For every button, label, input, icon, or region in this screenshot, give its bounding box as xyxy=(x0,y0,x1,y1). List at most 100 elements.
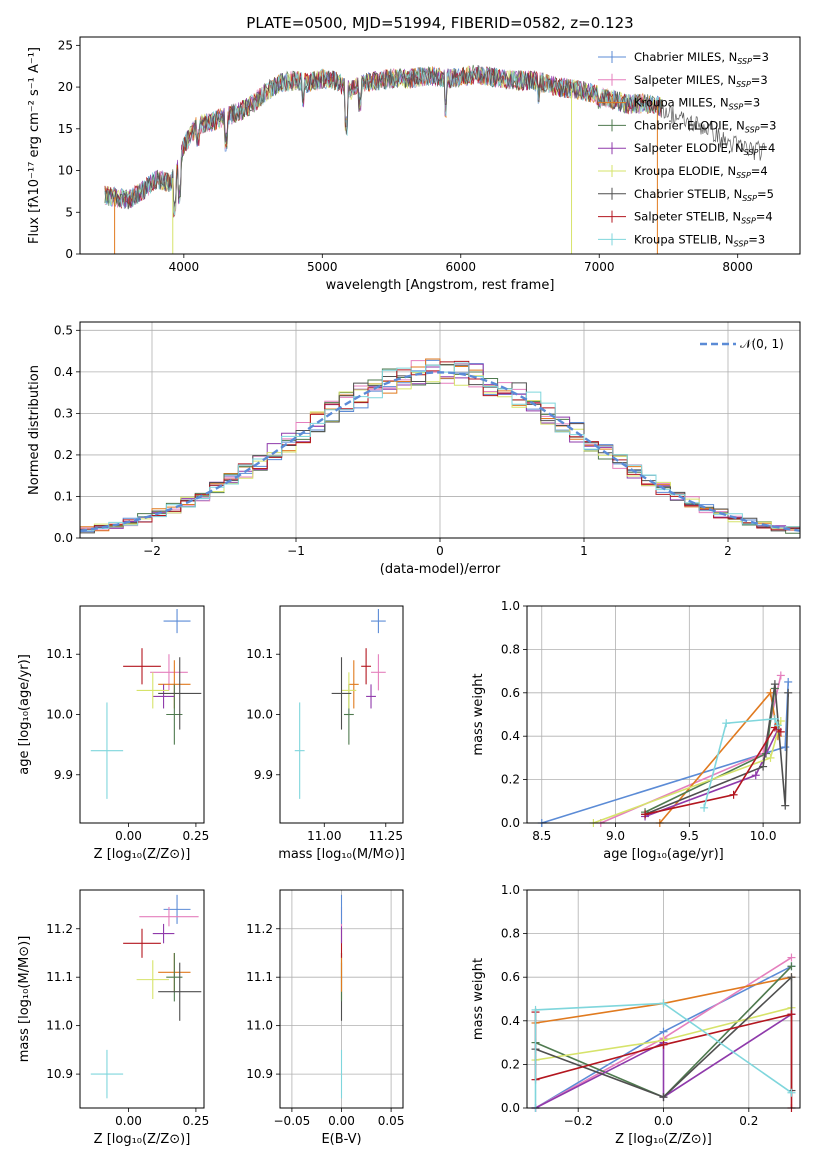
x-tick-label: 1 xyxy=(580,544,588,558)
y-tick-label: 0.3 xyxy=(54,406,73,420)
panel-spectrum: 4000 5000 6000 7000 8000 0 5 10 15 20 25 wavelength… xyxy=(27,36,801,293)
axes-frame xyxy=(79,36,801,255)
weight-line xyxy=(644,688,776,813)
errorbar-chabrier-stelib xyxy=(158,657,202,730)
y-tick-label: 0.2 xyxy=(54,448,73,462)
x-tick-label: 0.00 xyxy=(328,1114,355,1128)
weight-series-kroupa-stelib xyxy=(700,714,782,812)
errorbar-salpeter-stelib xyxy=(123,928,161,958)
x-axis-label: E(B-V) xyxy=(321,1132,361,1147)
errorbar-salpeter-stelib xyxy=(361,648,372,685)
errorbar-kroupa-elodie xyxy=(136,672,169,709)
figure-title: PLATE=0500, MJD=51994, FIBERID=0582, z=0… xyxy=(246,14,633,32)
y-tick-label: 9.9 xyxy=(54,768,73,782)
x-tick-label: 11.00 xyxy=(307,829,341,843)
x-axis-label: Z [log₁₀(Z/Z⊙)] xyxy=(94,1132,191,1147)
errorbar-kroupa-stelib xyxy=(294,702,305,799)
x-tick-label: 0.25 xyxy=(183,829,210,843)
y-tick-label: 0 xyxy=(65,247,73,261)
y-axis-label: Flux [fλ10⁻¹⁷ erg cm⁻² s⁻¹ A⁻¹] xyxy=(27,47,42,244)
y-axis-label: Normed distribution xyxy=(27,365,42,495)
errorbar-chabrier-miles xyxy=(371,609,386,634)
axes-frame xyxy=(279,605,404,824)
weight-line xyxy=(644,729,779,818)
y-tick-label: 10.1 xyxy=(46,647,73,661)
x-tick-label: 0.05 xyxy=(378,1114,405,1128)
weight-line xyxy=(644,726,782,816)
legend-entry-gaussian: 𝒩(0, 1) xyxy=(740,337,784,351)
x-tick-label: −0.2 xyxy=(564,1114,593,1128)
errorbar-kroupa-stelib xyxy=(90,702,124,799)
errorbar-chabrier-miles xyxy=(163,609,191,634)
spectrum-series-chabrier-stelib xyxy=(104,64,766,210)
axes-frame xyxy=(79,889,205,1109)
panel-residual-histogram: −2 −1 0 1 2 0.0 0.1 0.2 0.3 0.4 0.5 (data-model)/er… xyxy=(27,321,801,577)
weight-line xyxy=(703,717,779,809)
errorbar-kroupa-miles xyxy=(340,952,343,992)
y-tick-label: 11.0 xyxy=(246,1019,273,1033)
y-tick-label: 10.0 xyxy=(246,708,273,722)
y-tick-label: 11.1 xyxy=(246,970,273,984)
weight-series-chabrier-miles xyxy=(537,677,793,827)
x-tick-label: 2 xyxy=(724,544,732,558)
errorbar-chabrier-miles xyxy=(340,894,343,924)
legend-entry-chabrier-stelib: Chabrier STELIB, NSSP=5 xyxy=(634,187,774,203)
y-tick-label: 11.2 xyxy=(246,922,273,936)
axes-frame xyxy=(79,321,801,539)
y-tick-label: 0.6 xyxy=(501,686,520,700)
x-axis-label: age [log₁₀(age/yr)] xyxy=(603,847,724,862)
y-tick-label: 1.0 xyxy=(501,883,520,897)
y-tick-label: 20 xyxy=(58,80,73,94)
y-tick-label: 0.0 xyxy=(501,1101,520,1115)
errorbar-kroupa-stelib xyxy=(90,1049,124,1099)
x-tick-label: 9.0 xyxy=(606,829,625,843)
y-tick-label: 10.1 xyxy=(246,647,273,661)
y-tick-label: 15 xyxy=(58,122,73,136)
panel-age-vs-z: 0.00 0.25 9.9 10.0 10.1 Z [log₁₀(Z/Z⊙)] age [l… xyxy=(17,605,210,862)
errorbar-chabrier-stelib xyxy=(331,657,352,730)
y-tick-label: 0.8 xyxy=(501,927,520,941)
legend-entry-kroupa-elodie: Kroupa ELODIE, NSSP=4 xyxy=(634,164,768,180)
errorbar-salpeter-miles xyxy=(371,654,386,691)
y-tick-label: 9.9 xyxy=(254,768,273,782)
x-tick-label: 8000 xyxy=(722,260,753,274)
x-tick-label: 10.0 xyxy=(750,829,777,843)
errorbar-kroupa-miles xyxy=(348,660,359,709)
y-tick-label: 0.6 xyxy=(501,970,520,984)
axes-frame xyxy=(79,605,205,824)
histogram-series-8 xyxy=(80,362,800,531)
errorbar-salpeter-elodie xyxy=(366,684,376,709)
x-tick-label: 7000 xyxy=(584,260,615,274)
panel-mass-weight-vs-z: −0.2 0.0 0.2 0.0 0.2 0.4 0.6 0.8 1.0 Z [log₁₀(Z/Z… xyxy=(471,883,801,1147)
legend-entry-salpeter-elodie: Salpeter ELODIE, NSSP=4 xyxy=(634,141,775,157)
weight-line xyxy=(534,1002,792,1108)
x-tick-label: 0.25 xyxy=(183,1114,210,1128)
axes-frame xyxy=(526,605,801,824)
y-tick-label: 0.1 xyxy=(54,489,73,503)
x-tick-label: 6000 xyxy=(445,260,476,274)
y-tick-label: 0.5 xyxy=(54,323,73,337)
x-tick-label: 4000 xyxy=(169,260,200,274)
errorbar-salpeter-stelib xyxy=(123,648,161,685)
y-tick-label: 0.4 xyxy=(501,1014,520,1028)
legend-entry-salpeter-stelib: Salpeter STELIB, NSSP=4 xyxy=(634,210,773,226)
y-tick-label: 10.0 xyxy=(46,708,73,722)
errorbar-salpeter-miles xyxy=(150,654,188,691)
panel-mass-vs-ebv: −0.05 0.00 0.05 10.9 11.0 11.1 11.2 E(B-V) xyxy=(246,889,405,1147)
weight-series-salpeter-elodie xyxy=(641,725,782,821)
y-tick-label: 0.0 xyxy=(54,531,73,545)
axes-frame xyxy=(526,889,801,1109)
panel-mass-vs-z: 0.00 0.25 10.9 11.0 11.1 11.2 Z [log₁₀(Z/Z⊙)] m… xyxy=(17,889,210,1147)
legend-entry-chabrier-miles: Chabrier MILES, NSSP=3 xyxy=(634,50,769,66)
y-tick-label: 0.0 xyxy=(501,816,520,830)
axes-frame xyxy=(279,889,404,1109)
legend-entry-chabrier-elodie: Chabrier ELODIE, NSSP=3 xyxy=(634,118,776,134)
errorbar-salpeter-elodie xyxy=(340,923,343,944)
x-tick-label: 9.5 xyxy=(680,829,699,843)
y-axis-label: age [log₁₀(age/yr)] xyxy=(17,654,32,775)
y-tick-label: 11.0 xyxy=(46,1019,73,1033)
errorbar-salpeter-elodie xyxy=(152,923,175,944)
x-tick-label: 8.5 xyxy=(532,829,551,843)
errorbar-chabrier-miles xyxy=(163,894,191,924)
y-tick-label: 11.2 xyxy=(46,922,73,936)
